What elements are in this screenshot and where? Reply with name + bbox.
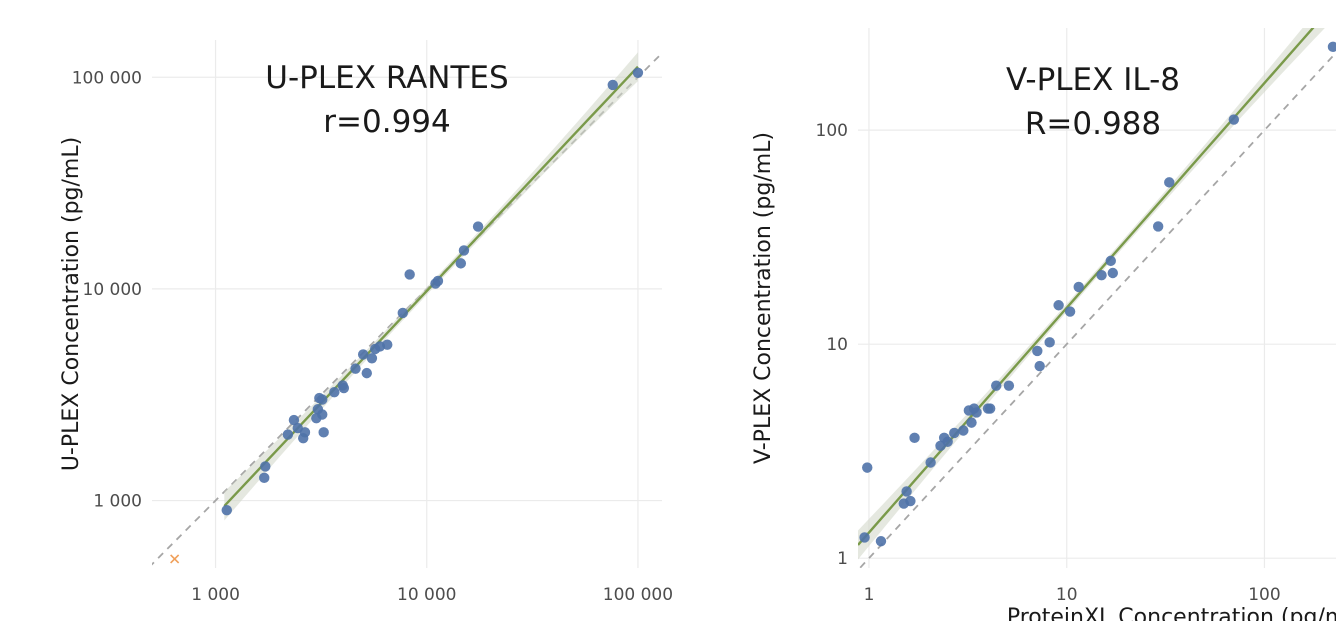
chart-panel-1: 1 000 10 000 100 000 1 000 10 000 100 000 U-PL… <box>59 40 673 605</box>
x-axis-label: ProteinXL Concentration (pg/mL) <box>1007 605 1336 621</box>
data-point <box>288 414 300 426</box>
data-point <box>329 387 340 398</box>
data-point <box>397 307 408 319</box>
data-point <box>458 245 470 256</box>
data-point <box>901 486 912 497</box>
data-point <box>357 349 369 360</box>
x-tick-label: 10 000 <box>397 585 456 605</box>
data-point <box>1107 267 1118 279</box>
data-point <box>909 432 920 444</box>
data-point <box>259 472 270 484</box>
data-point <box>942 436 953 447</box>
data-point <box>966 417 977 428</box>
data-point <box>1073 281 1084 293</box>
data-point <box>862 462 873 473</box>
data-point <box>958 425 969 436</box>
data-point <box>317 409 328 420</box>
data-point <box>455 258 467 269</box>
data-point <box>472 221 484 232</box>
chart-title: V-PLEX IL-8 <box>1006 62 1180 98</box>
data-point <box>260 461 271 472</box>
y-tick-label: 10 000 <box>83 280 142 300</box>
data-point <box>282 429 294 440</box>
chart-panel-2: 1 10 100 1 10 100 V-PLEX IL-8 R=0.988 V-PLEX Con… <box>751 28 1336 621</box>
x-tick-label: 1 <box>864 585 875 605</box>
data-point <box>984 403 996 414</box>
data-point <box>1034 360 1045 372</box>
data-point <box>875 536 887 547</box>
data-point <box>1228 114 1240 125</box>
y-axis-label: U-PLEX Concentration (pg/mL) <box>59 137 84 471</box>
data-point <box>350 363 361 374</box>
data-point <box>1096 269 1107 281</box>
y-tick-label: 100 000 <box>72 68 142 88</box>
y-tick-label: 10 <box>826 335 848 355</box>
chart-subtitle: R=0.988 <box>1025 106 1161 142</box>
y-axis-label: V-PLEX Concentration (pg/mL) <box>751 132 776 464</box>
data-point <box>991 380 1002 391</box>
x-tick-label: 10 <box>1056 585 1078 605</box>
data-point <box>1152 221 1164 232</box>
data-point <box>859 532 870 543</box>
data-point <box>1003 380 1015 391</box>
regression-fit-line <box>223 65 639 507</box>
data-point <box>971 407 982 418</box>
data-point <box>607 79 618 91</box>
data-point <box>299 427 311 438</box>
data-point <box>1032 345 1043 357</box>
data-point <box>318 427 329 438</box>
outlier-marker <box>170 554 180 564</box>
data-point <box>949 427 960 439</box>
data-point <box>1105 255 1116 267</box>
data-point <box>432 275 444 287</box>
data-point <box>925 457 936 468</box>
data-point <box>382 339 393 350</box>
identity-reference-line <box>858 51 1336 568</box>
data-point <box>361 367 372 379</box>
data-point <box>1164 177 1175 188</box>
data-point <box>1064 306 1076 317</box>
data-point <box>632 67 644 78</box>
data-point <box>221 505 232 516</box>
chart-subtitle: r=0.994 <box>323 104 450 140</box>
chart-title: U-PLEX RANTES <box>265 60 508 96</box>
x-tick-label: 1 000 <box>191 585 240 605</box>
x-tick-label: 100 000 <box>603 585 673 605</box>
data-point <box>905 495 916 507</box>
data-point <box>317 394 328 405</box>
data-point <box>366 353 378 364</box>
y-tick-label: 1 <box>837 549 848 569</box>
x-tick-label: 100 <box>1248 585 1280 605</box>
y-tick-label: 1 000 <box>93 492 142 512</box>
data-point <box>1044 337 1055 348</box>
data-point <box>404 269 415 280</box>
data-point <box>338 382 350 394</box>
y-tick-label: 100 <box>816 121 848 141</box>
data-point <box>1053 300 1064 311</box>
plot-area <box>152 51 662 566</box>
data-point <box>1327 41 1336 53</box>
